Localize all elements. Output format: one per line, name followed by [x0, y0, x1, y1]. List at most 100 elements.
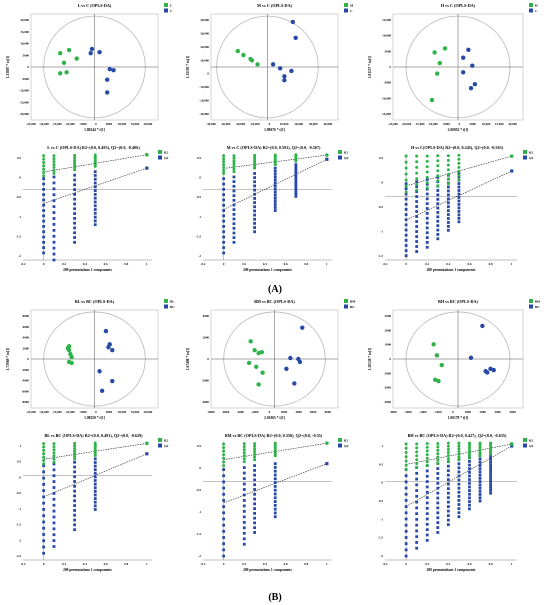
- q2-permutation-point: [478, 499, 482, 503]
- permutation-plot-panel: BH vs BC (OPLS-DA) R2=(0.0, 0.427), Q2=(…: [378, 433, 534, 572]
- q2-permutation-point: [253, 222, 256, 225]
- q2-permutation-point: [415, 250, 419, 253]
- r2-permutation-point: [446, 441, 450, 445]
- q2-permutation-point: [42, 219, 46, 223]
- legend-swatch: [158, 438, 162, 442]
- panel-title: M vs C (OPLS-DA) R2=(0.0, 0.591), Q2=(0.…: [227, 145, 321, 150]
- x-tick-label: 3000: [494, 410, 501, 414]
- y-tick-label: 0: [19, 176, 21, 180]
- x-axis-label: 1.89676 * t[1]: [264, 128, 285, 132]
- q2-permutation-point: [73, 212, 76, 215]
- data-point-blue: [461, 55, 466, 60]
- q2-permutation-point: [273, 181, 277, 185]
- q2-permutation-point: [52, 252, 56, 256]
- r2-permutation-point: [415, 188, 419, 192]
- q2-permutation-point: [404, 233, 408, 237]
- x-tick-label: 0.8: [124, 262, 128, 266]
- y-tick-label: -6000: [22, 389, 30, 393]
- q2-permutation-point: [446, 221, 450, 224]
- y-tick-label: 2000: [203, 336, 210, 340]
- q2-permutation-point: [425, 236, 429, 239]
- r2-permutation-point: [478, 447, 482, 451]
- legend-label: L: [170, 4, 173, 8]
- x-tick-label: -1000: [434, 410, 442, 414]
- q2-permutation-point: [446, 201, 450, 205]
- q2-permutation-point: [415, 225, 419, 228]
- legend-label: C: [535, 9, 538, 13]
- q2-permutation-point: [415, 535, 419, 539]
- x-tick-label: 1: [326, 562, 328, 566]
- y-tick-label: -2: [198, 254, 201, 258]
- legend-swatch: [338, 443, 342, 448]
- q2-permutation-point: [222, 505, 226, 509]
- r2-permutation-point: [273, 454, 277, 458]
- q2-permutation-point: [415, 506, 419, 510]
- x-tick-label: -0.2: [20, 262, 25, 266]
- q2-permutation-point: [273, 178, 277, 182]
- q2-permutation-point: [404, 223, 408, 227]
- q2-permutation-point: [253, 213, 256, 217]
- q2-permutation-point: [273, 190, 277, 194]
- x-tick-label: 0.4: [83, 262, 87, 266]
- y-tick-label: 0.5: [197, 156, 201, 160]
- q2-permutation-point: [93, 200, 97, 204]
- y-tick-label: -15,000: [381, 112, 391, 116]
- q2-permutation-point: [273, 193, 277, 197]
- r2-permutation-point: [446, 158, 450, 162]
- q2-permutation-point: [446, 193, 450, 197]
- q2-permutation-point: [457, 220, 461, 224]
- r2-permutation-point: [478, 454, 482, 458]
- q2-permutation-point: [446, 505, 450, 509]
- q2-permutation-point: [425, 226, 429, 230]
- x-tick-label: -40,000: [206, 122, 216, 126]
- q2-permutation-point: [294, 192, 298, 196]
- q2-permutation-point: [446, 514, 450, 518]
- q2-permutation-point: [42, 470, 46, 474]
- y-tick-label: -2: [380, 554, 383, 558]
- x-tick-label: 0.6: [284, 562, 288, 566]
- q2-permutation-point: [415, 546, 419, 550]
- q2-permutation-point: [73, 518, 76, 522]
- q2-original-point: [325, 462, 329, 466]
- r2-permutation-point: [253, 450, 257, 454]
- r2-permutation-point: [404, 184, 408, 188]
- r2-permutation-point: [93, 451, 97, 455]
- x-tick-label: 30,000: [309, 122, 318, 126]
- r2-permutation-point: [404, 468, 408, 472]
- q2-permutation-point: [52, 521, 56, 525]
- data-point-blue: [107, 66, 112, 72]
- r2-permutation-point: [52, 168, 56, 172]
- r2-permutation-point: [404, 455, 408, 459]
- r2-permutation-point: [73, 156, 77, 160]
- q2-permutation-point: [42, 225, 46, 228]
- q2-permutation-point: [415, 512, 419, 516]
- q2-permutation-point: [42, 508, 46, 511]
- y-tick-label: 0.5: [379, 462, 383, 466]
- q2-permutation-point: [73, 207, 76, 211]
- y-tick-label: -0.5: [196, 195, 201, 199]
- q2-permutation-point: [93, 204, 97, 208]
- r2-original-point: [145, 441, 149, 446]
- y-tick-label: -0.5: [16, 195, 21, 199]
- q2-permutation-point: [232, 226, 236, 230]
- q2-permutation-point: [425, 528, 429, 532]
- r2-permutation-point: [93, 443, 97, 447]
- x-tick-label: -10,000: [65, 410, 75, 414]
- q2-permutation-point: [436, 501, 440, 505]
- r2-permutation-point: [404, 172, 408, 176]
- q2-permutation-point: [404, 238, 408, 242]
- x-tick-label: -8000: [207, 410, 215, 414]
- q2-permutation-point: [52, 492, 56, 495]
- y-tick-label: 0: [19, 475, 21, 479]
- q2-permutation-point: [404, 182, 408, 186]
- r2-permutation-point: [467, 451, 471, 455]
- q2-permutation-point: [73, 240, 76, 244]
- q2-permutation-point: [468, 496, 471, 500]
- x-tick-label: 0: [459, 122, 461, 126]
- q2-permutation-point: [425, 178, 429, 181]
- q2-permutation-point: [73, 494, 76, 498]
- q2-permutation-point: [42, 545, 46, 549]
- r2-permutation-point: [415, 160, 419, 164]
- data-point-green: [437, 60, 442, 66]
